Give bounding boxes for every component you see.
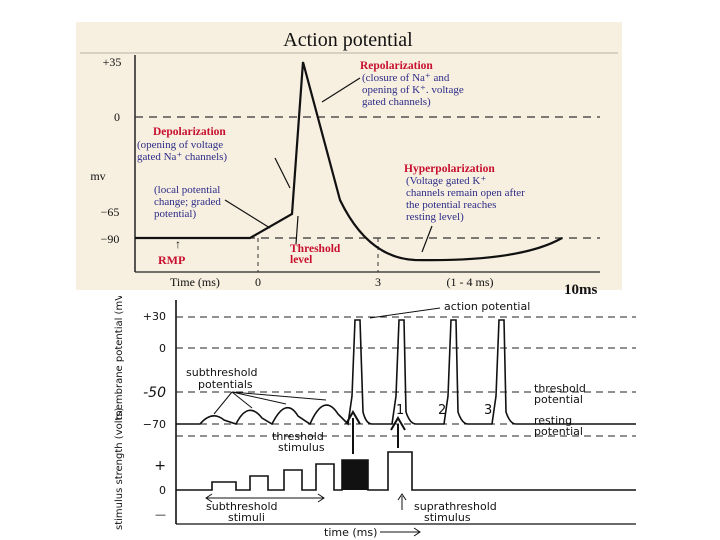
time-arrow [380, 527, 421, 537]
y-label-bottom-zero: 0 [159, 342, 166, 355]
threshold-pointer [295, 215, 299, 245]
corner-note: 10ms [564, 282, 597, 298]
hyperpolarization-line-4: resting level) [406, 211, 464, 223]
local-potential-line-3: potential) [154, 208, 196, 220]
subthreshold-bracket-heads [205, 493, 325, 503]
subthreshold-potentials-line-1: subthreshold [186, 366, 258, 379]
subthreshold-potentials-line-2: potentials [198, 378, 253, 391]
repolarization-line-2: opening of K⁺. voltage [362, 84, 464, 96]
local-potential-pointer [224, 199, 271, 229]
y-label-unit: mv [90, 169, 105, 183]
subthreshold-stimuli-line-1: subthreshold [206, 500, 278, 513]
threshold-stimulus-line-2: stimulus [278, 441, 325, 454]
action-potential-label: action potential [444, 300, 530, 313]
figure-background [76, 22, 622, 290]
arrow-head-2 [390, 416, 406, 431]
depolarization-pointer [274, 157, 291, 189]
y-label-plus30: +30 [143, 310, 166, 323]
y-label-minus50: -50 [143, 385, 166, 401]
subthreshold-pointers [213, 391, 327, 415]
suprathreshold-stimulus-line-2: stimulus [424, 511, 471, 524]
membrane-potential-trace [176, 319, 636, 426]
repolarization-line-3: gated channels) [362, 96, 431, 108]
membrane-potential-axis-title: membrane potential (mV) [114, 296, 125, 420]
y-label-plus: + [154, 458, 166, 474]
hyperpolarization-pointer [421, 225, 433, 253]
resting-potential-line-1: resting [534, 414, 572, 427]
subthreshold-stimuli-line-2: stimuli [228, 511, 265, 524]
stimulus-strength-axis-title: stimulus strength (volts) [114, 407, 125, 530]
threshold-potential-line-1: threshold [534, 382, 586, 395]
repolarization-heading: Repolarization [360, 60, 433, 72]
hyperpolarization-line-1: (Voltage gated K⁺ [406, 175, 486, 187]
rmp-arrow: ↑ [175, 237, 181, 251]
figure-title: Action potential [283, 29, 413, 51]
threshold-stimulus-pulse [342, 460, 368, 490]
repolarization-pointer [321, 77, 361, 103]
depolarization-line-1: (opening of voltage [137, 139, 223, 151]
stimulus-trace [176, 451, 636, 491]
depolarization-heading: Depolarization [153, 126, 226, 138]
y-label-minus: — [155, 508, 166, 521]
suprathreshold-stimulus-line-1: suprathreshold [414, 500, 497, 513]
threshold-potential-line-2: potential [534, 393, 583, 406]
bottom-time-label: time (ms) [324, 526, 377, 539]
y-label-stim-zero: 0 [159, 484, 166, 497]
action-potential-pointer [369, 307, 441, 319]
threshold-label-2: level [290, 254, 312, 266]
time-axis-label: Time (ms) [170, 275, 220, 289]
y-label-zero: 0 [114, 110, 120, 124]
y-label-minus65: −65 [101, 205, 120, 219]
local-potential-line-1: (local potential [154, 184, 220, 196]
y-label-minus90: −90 [101, 232, 120, 246]
hyperpolarization-line-3: the potential reaches [406, 199, 496, 211]
corner-note-holder: 10ms [564, 282, 597, 298]
resting-potential-line-2: potential [534, 425, 583, 438]
hyperpolarization-line-2: channels remain open after [406, 187, 525, 199]
threshold-stimulus-line-1: threshold [272, 430, 324, 443]
y-label-plus35: +35 [103, 55, 122, 69]
spike-number-2: 2 [438, 403, 446, 418]
spike-number-3: 3 [484, 403, 492, 418]
action-potential-trace [135, 61, 563, 262]
arrow-head-1 [345, 410, 361, 425]
spike-number-1: 1 [396, 403, 404, 418]
threshold-label-1: Threshold [290, 243, 341, 255]
time-range-label: (1 - 4 ms) [447, 275, 494, 289]
stimulus-response-figure: membrane potential (mV) stimulus strengt… [114, 296, 636, 539]
x-tick-three: 3 [375, 275, 381, 289]
local-potential-line-2: change; graded [154, 196, 221, 208]
rmp-label: RMP [158, 253, 185, 267]
depolarization-line-2: gated Na⁺ channels) [137, 151, 227, 163]
x-tick-zero: 0 [255, 275, 261, 289]
action-potential-figure: Action potential +35 0 mv −65 −90 Repola… [76, 22, 622, 290]
repolarization-line-1: (closure of Na⁺ and [362, 72, 450, 84]
y-label-minus70: −70 [143, 418, 166, 431]
hyperpolarization-heading: Hyperpolarization [404, 163, 495, 175]
suprathreshold-pointer-head [397, 493, 407, 501]
